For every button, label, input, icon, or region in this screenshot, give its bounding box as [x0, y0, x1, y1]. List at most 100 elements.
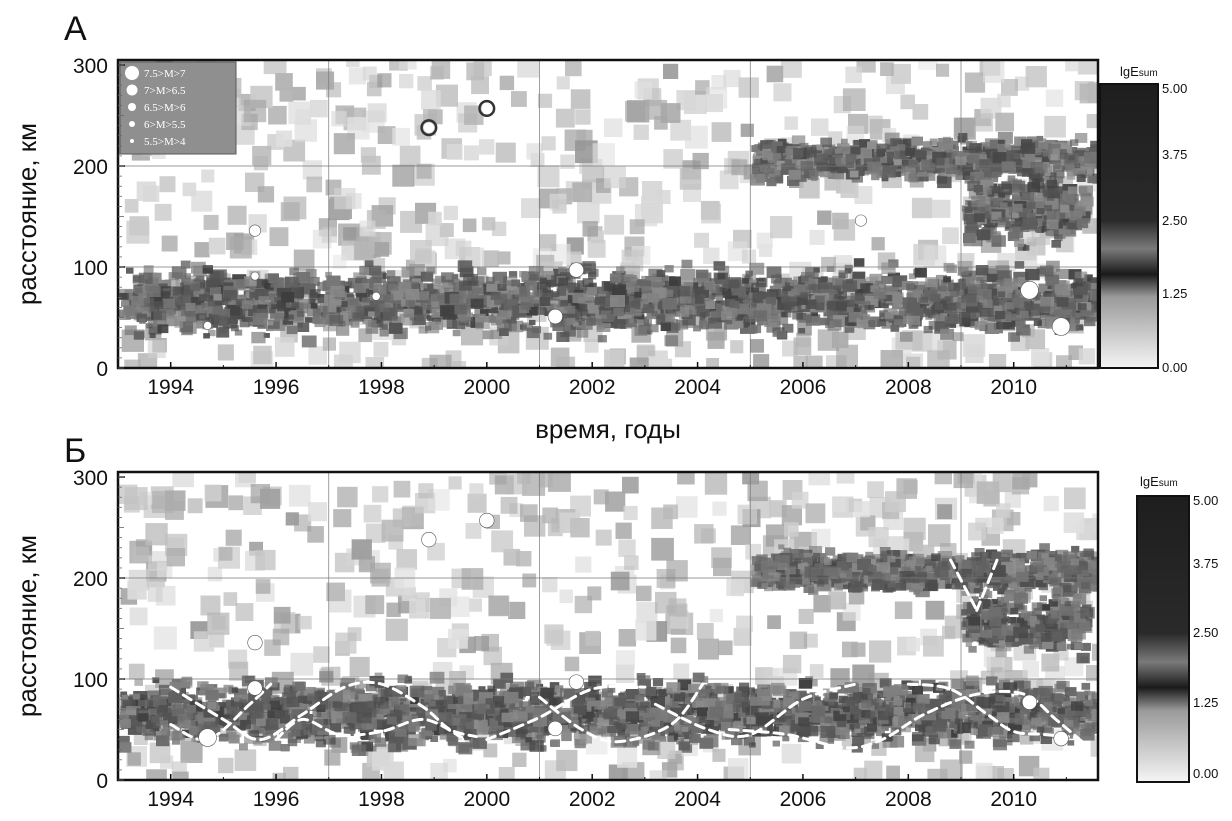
- heatmap-cell-band: [1012, 196, 1022, 204]
- heatmap-cell-band: [556, 304, 568, 314]
- heatmap-cell-band: [147, 319, 157, 327]
- heatmap-cell-band: [868, 304, 875, 310]
- heatmap-cell-band: [202, 265, 213, 274]
- heatmap-cell-band: [1084, 274, 1093, 281]
- heatmap-cell: [758, 243, 773, 257]
- heatmap-cell-band: [468, 287, 483, 299]
- heatmap-cell-band: [1047, 303, 1061, 313]
- heatmap-cell-band: [595, 286, 610, 298]
- heatmap-cell-band: [1028, 212, 1036, 219]
- heatmap-cell-band: [550, 299, 561, 308]
- heatmap-cell-band: [463, 273, 478, 286]
- heatmap-cell-band: [634, 325, 648, 336]
- heatmap-cell: [491, 221, 507, 237]
- heatmap-cell-band: [804, 281, 812, 287]
- heatmap-cell-band: [560, 300, 569, 307]
- heatmap-cell-band: [1009, 227, 1024, 239]
- heatmap-cell-band: [594, 296, 606, 305]
- heatmap-cell-band: [940, 279, 954, 290]
- heatmap-cell-band: [339, 682, 355, 695]
- heatmap-cell-band: [914, 148, 927, 158]
- panel-a: А 7.5>M>7 7>M>6.5 6.5>M>6 6>M>5.5 5.5>M>…: [12, 10, 1187, 444]
- heatmap-cell-band: [778, 288, 789, 298]
- heatmap-cell: [936, 63, 950, 77]
- heatmap-cell-band: [925, 306, 937, 316]
- heatmap-cell: [365, 523, 386, 543]
- heatmap-cell-band: [135, 287, 143, 294]
- heatmap-cell: [894, 601, 913, 619]
- heatmap-cell: [272, 772, 286, 780]
- heatmap-cell-band: [850, 164, 865, 176]
- earthquake-marker-1: [203, 321, 212, 330]
- heatmap-cell: [349, 656, 370, 677]
- panel-a-colorbar: lgEsum 5.00 3.75 2.50 1.25 0.00: [1099, 64, 1187, 375]
- heatmap-cell-band: [707, 683, 721, 694]
- heatmap-cell-band: [207, 277, 219, 287]
- heatmap-cell: [809, 229, 825, 245]
- heatmap-cell-band: [528, 265, 544, 278]
- heatmap-cell-band: [140, 297, 155, 309]
- heatmap-cell: [280, 202, 300, 222]
- heatmap-cell: [165, 501, 184, 520]
- heatmap-cell-band: [916, 281, 928, 291]
- heatmap-cell-band: [837, 291, 847, 299]
- heatmap-cell-band: [199, 299, 206, 305]
- heatmap-cell-band: [984, 138, 998, 149]
- heatmap-cell-band: [636, 280, 643, 286]
- heatmap-cell: [864, 760, 883, 779]
- heatmap-cell-band: [849, 170, 859, 178]
- heatmap-cell-band: [867, 316, 881, 327]
- heatmap-cell-band: [832, 285, 844, 295]
- heatmap-cell: [983, 61, 1005, 83]
- heatmap-cell-band: [732, 286, 747, 298]
- heatmap-cell-band: [866, 276, 879, 287]
- heatmap-cell-band: [506, 280, 514, 287]
- heatmap-cell-band: [1014, 239, 1024, 247]
- heatmap-cell-band: [929, 138, 938, 145]
- heatmap-cell-band: [452, 329, 461, 337]
- heatmap-cell-band: [1008, 332, 1020, 342]
- heatmap-cell-band: [350, 320, 360, 328]
- heatmap-cell-band: [1006, 150, 1021, 162]
- heatmap-cell-band: [992, 169, 1002, 177]
- heatmap-cell: [564, 656, 580, 672]
- heatmap-cell-band: [835, 157, 847, 167]
- heatmap-cell: [235, 125, 255, 145]
- heatmap-cell: [288, 484, 311, 507]
- heatmap-cell-band: [1070, 283, 1078, 289]
- heatmap-cell-band: [1073, 291, 1083, 299]
- heatmap-cell-band: [399, 313, 415, 326]
- heatmap-cell-band: [162, 298, 175, 309]
- heatmap-cell-band: [624, 282, 634, 290]
- heatmap-cell-band: [249, 291, 258, 299]
- heatmap-cell-band: [1045, 274, 1059, 286]
- heatmap-cell: [852, 664, 875, 687]
- heatmap-cell-band: [295, 303, 309, 314]
- heatmap-cell-band: [248, 305, 262, 317]
- heatmap-cell-band: [957, 279, 971, 290]
- heatmap-cell-band: [368, 311, 375, 317]
- heatmap-cell-band: [289, 286, 304, 299]
- heatmap-cell-band: [658, 275, 669, 283]
- heatmap-cell-band: [176, 302, 186, 310]
- heatmap-cell-band: [398, 282, 412, 293]
- heatmap-cell: [235, 603, 254, 621]
- heatmap-cell-band: [710, 310, 725, 322]
- heatmap-cell-band: [1059, 152, 1069, 160]
- heatmap-cell: [832, 497, 846, 512]
- heatmap-cell-band: [1005, 201, 1012, 207]
- heatmap-cell: [207, 566, 223, 582]
- heatmap-cell: [448, 476, 462, 490]
- heatmap-cell-band: [149, 333, 156, 338]
- heatmap-cell-band: [247, 314, 257, 322]
- heatmap-cell: [885, 75, 905, 95]
- heatmap-cell-band: [199, 294, 208, 302]
- heatmap-cell: [805, 355, 823, 368]
- heatmap-cell-band: [597, 335, 607, 343]
- heatmap-cell: [676, 496, 698, 518]
- heatmap-cell-band: [776, 316, 789, 326]
- heatmap-cell-band: [203, 333, 210, 339]
- heatmap-cell-band: [576, 328, 589, 338]
- heatmap-cell-band: [820, 137, 832, 147]
- heatmap-cell-band: [570, 318, 586, 330]
